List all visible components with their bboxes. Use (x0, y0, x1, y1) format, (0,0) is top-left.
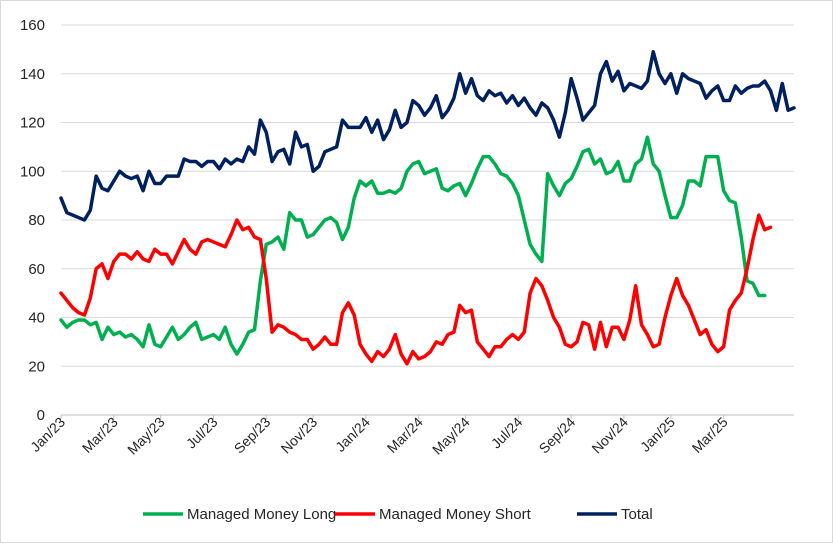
y-tick-label: 60 (28, 261, 45, 278)
x-tick-label: Nov/23 (278, 414, 321, 457)
series-line-total (59, 50, 796, 222)
x-tick-label: Jan/24 (332, 414, 373, 455)
x-tick-label: Sep/24 (536, 414, 579, 457)
series-lines (59, 50, 796, 366)
x-tick-label: Jan/25 (637, 414, 678, 455)
y-tick-label: 100 (20, 163, 45, 180)
y-tick-label: 20 (28, 358, 45, 375)
y-tick-label: 160 (20, 17, 45, 34)
y-tick-label: 120 (20, 115, 45, 132)
y-tick-label: 40 (28, 310, 45, 327)
x-tick-label: Nov/24 (588, 414, 631, 457)
x-tick-label: Jan/23 (27, 414, 68, 455)
y-tick-label: 80 (28, 212, 45, 229)
y-axis-tick-labels: 0 20 40 60 80 100 120 140 160 (20, 17, 45, 424)
y-tick-label: 140 (20, 66, 45, 83)
legend-label-total: Total (621, 506, 653, 523)
x-tick-label: Jul/24 (488, 414, 526, 452)
x-tick-label: May/23 (124, 414, 168, 458)
legend-label-managed-money-short: Managed Money Short (379, 506, 532, 523)
x-tick-label: Jul/23 (183, 414, 221, 452)
y-tick-label: 0 (37, 407, 45, 424)
legend: Managed Money Long Managed Money Short Tot… (143, 506, 653, 523)
x-tick-label: Mar/24 (384, 414, 426, 456)
x-tick-label: Sep/23 (231, 414, 274, 457)
series-line-managed-money-long (59, 135, 767, 356)
legend-label-managed-money-long: Managed Money Long (187, 506, 336, 523)
x-tick-label: May/24 (429, 414, 473, 458)
series-line-managed-money-short (59, 213, 773, 366)
x-axis-tick-labels: Jan/23 Mar/23 May/23 Jul/23 Sep/23 Nov/23 Jan/… (27, 414, 731, 458)
x-tick-label: Mar/25 (689, 414, 731, 456)
x-tick-label: Mar/23 (79, 414, 121, 456)
